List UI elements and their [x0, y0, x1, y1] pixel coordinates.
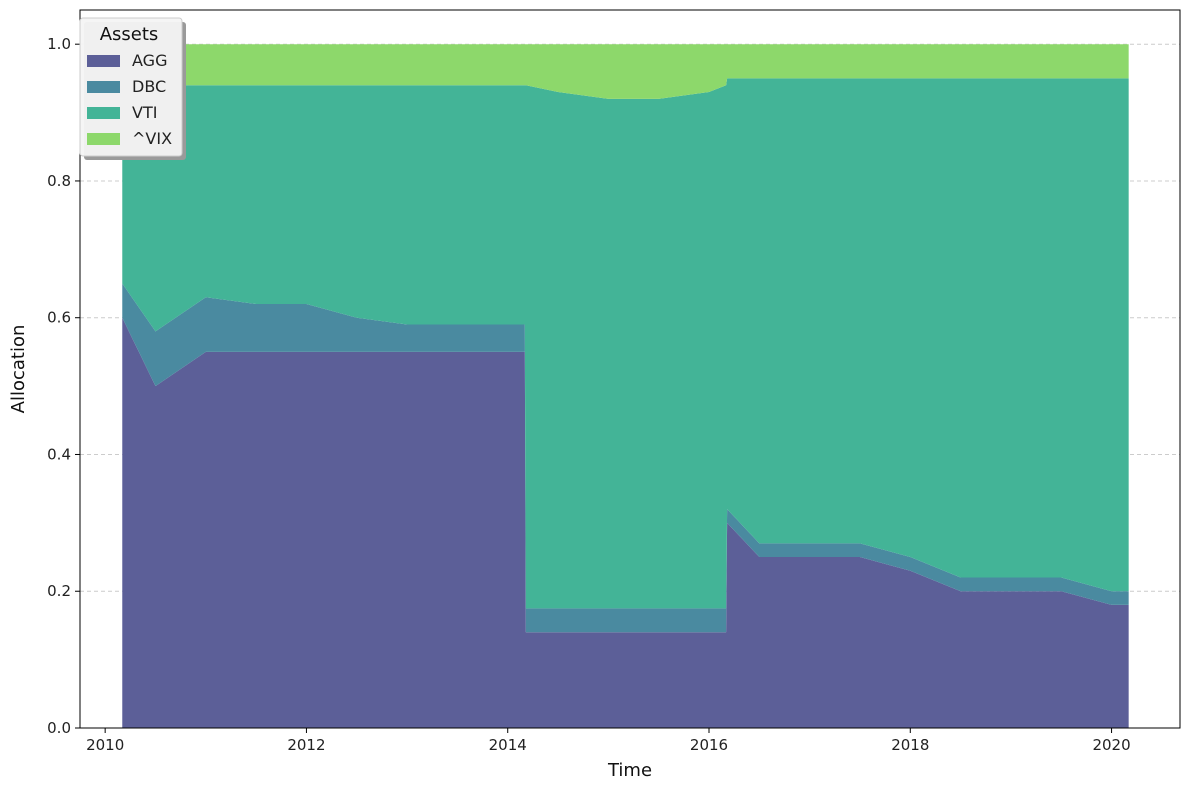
area-vix: [122, 44, 1129, 99]
x-axis-title: Time: [607, 760, 652, 781]
area-agg: [122, 317, 1129, 728]
x-tick-label: 2012: [287, 736, 325, 754]
x-tick-label: 2010: [86, 736, 124, 754]
legend-box: [79, 17, 183, 157]
legend-swatch: [87, 55, 120, 67]
area-vti: [122, 78, 1129, 609]
legend-swatch: [87, 81, 120, 93]
legend-label: AGG: [132, 51, 167, 70]
legend-swatch: [87, 133, 120, 145]
y-tick-label: 0.4: [47, 445, 71, 463]
legend-title: Assets: [100, 24, 159, 45]
plot-frame: [79, 9, 1181, 729]
legend-label: VTI: [132, 103, 157, 122]
y-tick-label: 0.0: [47, 719, 71, 737]
x-tick-label: 2014: [489, 736, 527, 754]
x-tick-label: 2016: [690, 736, 728, 754]
area-dbc: [122, 283, 1129, 633]
y-tick-label: 0.2: [47, 582, 71, 600]
y-tick-label: 0.6: [47, 309, 71, 327]
legend-label: ^VIX: [132, 129, 172, 148]
legend-swatch: [87, 107, 120, 119]
y-axis-title: Allocation: [8, 325, 29, 414]
stacked-area-group: [122, 44, 1129, 728]
y-tick-label: 0.8: [47, 172, 71, 190]
x-tick-label: 2020: [1092, 736, 1130, 754]
y-tick-label: 1.0: [47, 35, 71, 53]
legend-label: DBC: [132, 77, 166, 96]
legend: Assets AGG DBC VTI ^VIX: [79, 17, 186, 160]
x-tick-label: 2018: [891, 736, 929, 754]
